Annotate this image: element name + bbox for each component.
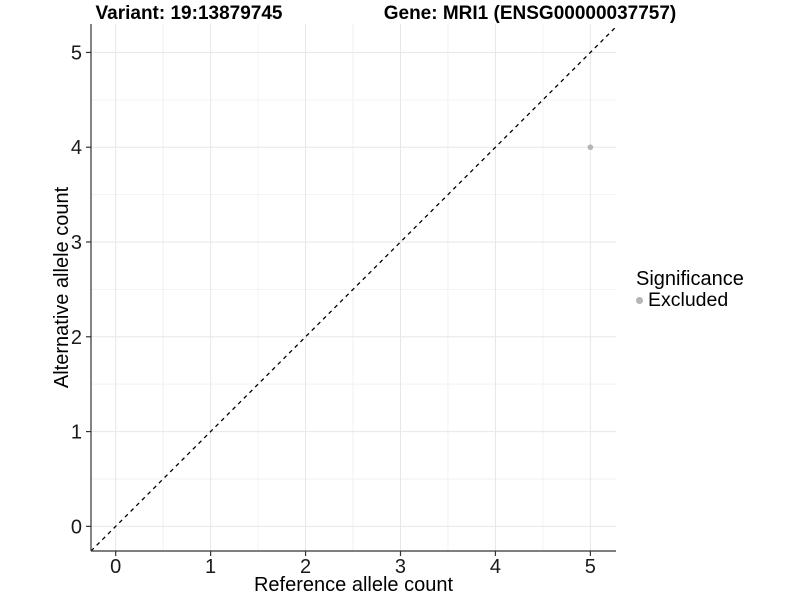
- data-point: [587, 144, 594, 151]
- y-tick-label: 5: [71, 42, 82, 64]
- plot-title-variant: Variant: 19:13879745: [95, 3, 283, 24]
- x-axis-title: Reference allele count: [254, 574, 453, 596]
- legend-point-icon: [636, 297, 643, 304]
- x-tick-label: 1: [205, 556, 216, 578]
- legend-item-label: Excluded: [648, 289, 729, 311]
- y-tick-label: 4: [71, 137, 82, 159]
- y-axis-title: Alternative allele count: [51, 186, 73, 388]
- x-tick-label: 2: [300, 556, 311, 578]
- identity-dashed-line: [91, 25, 616, 551]
- y-tick-label: 0: [71, 516, 82, 538]
- y-tick-label: 2: [71, 327, 82, 349]
- legend: Significance Excluded: [636, 269, 744, 311]
- plot-title-gene: Gene: MRI1 (ENSG00000037757): [383, 3, 677, 24]
- x-tick-label: 0: [110, 556, 121, 578]
- legend-title: Significance: [636, 268, 744, 290]
- y-tick-label: 3: [71, 232, 82, 254]
- y-tick-label: 1: [71, 422, 82, 444]
- x-tick-label: 5: [585, 556, 596, 578]
- x-tick-label: 4: [490, 556, 501, 578]
- legend-item-excluded: Excluded: [636, 290, 744, 311]
- x-tick-label: 3: [395, 556, 406, 578]
